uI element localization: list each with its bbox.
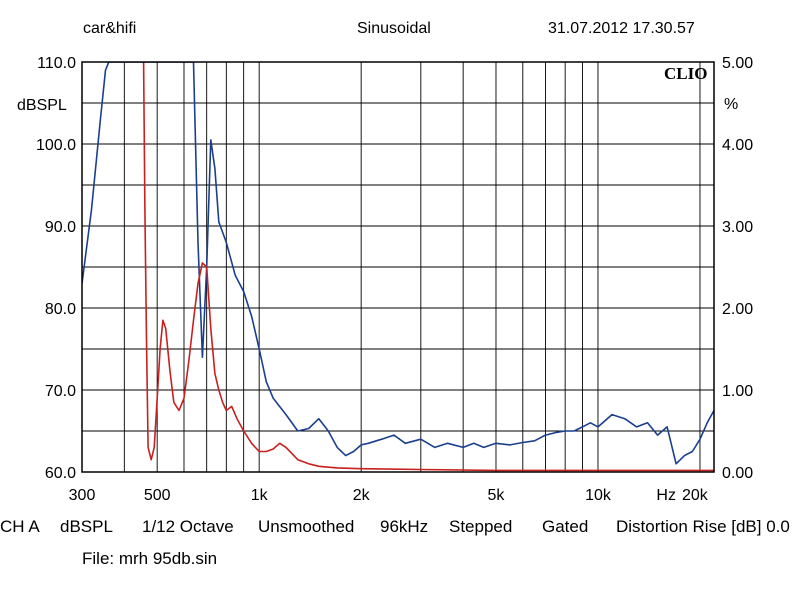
footer-file: File: mrh 95db.sin (82, 549, 218, 568)
y2-axis-label: % (724, 96, 738, 113)
y-tick-label: 90.0 (45, 219, 76, 236)
y-tick-label: 80.0 (45, 301, 76, 318)
y-axis-label: dBSPL (17, 97, 67, 114)
plot-frame (81, 61, 715, 473)
y-tick-label: 70.0 (45, 383, 76, 400)
footer-units: dBSPL (60, 517, 113, 536)
footer-distortion: Distortion Rise [dB] 0.0 (616, 517, 790, 536)
y2-tick-label: 3.00 (722, 219, 753, 236)
x-tick-label: 10k (585, 487, 612, 504)
y2-tick-label: 2.00 (722, 301, 753, 318)
y2-tick-label: 4.00 (722, 137, 753, 154)
distortion-line (142, 62, 714, 472)
x-unit-label: Hz (656, 487, 676, 504)
x-axis-ticks: 300 500 1k 2k 5k 10k 20k Hz (69, 487, 709, 504)
y-tick-label: 110.0 (37, 55, 76, 72)
y2-axis-ticks: 5.00 4.00 3.00 2.00 1.00 0.00 (722, 55, 753, 482)
header-title: car&hifi (83, 20, 137, 37)
spl-response-line (82, 62, 714, 465)
clio-logo: CLIO (664, 64, 707, 83)
y2-tick-label: 1.00 (722, 383, 753, 400)
y-tick-label: 60.0 (45, 465, 76, 482)
footer-resolution: 1/12 Octave (142, 517, 234, 536)
x-tick-label: 20k (682, 487, 709, 504)
x-tick-label: 1k (251, 487, 269, 504)
y2-tick-label: 5.00 (722, 55, 753, 72)
footer-gating: Gated (542, 517, 589, 536)
footer-channel: CH A (0, 517, 40, 536)
x-tick-label: 2k (353, 487, 371, 504)
chart-series (82, 62, 714, 472)
x-tick-label: 5k (488, 487, 506, 504)
y-tick-label: 100.0 (36, 137, 76, 154)
header-timestamp: 31.07.2012 17.30.57 (548, 20, 695, 37)
header-mode: Sinusoidal (357, 20, 431, 37)
y-axis-ticks: 110.0 100.0 90.0 80.0 70.0 60.0 (36, 55, 76, 482)
footer-mode: Stepped (449, 517, 513, 536)
x-tick-label: 500 (144, 487, 171, 504)
chart-grid (81, 61, 714, 473)
x-tick-label: 300 (69, 487, 96, 504)
y2-tick-label: 0.00 (722, 465, 753, 482)
footer-rate: 96kHz (380, 517, 429, 536)
footer-smoothing: Unsmoothed (258, 517, 355, 536)
